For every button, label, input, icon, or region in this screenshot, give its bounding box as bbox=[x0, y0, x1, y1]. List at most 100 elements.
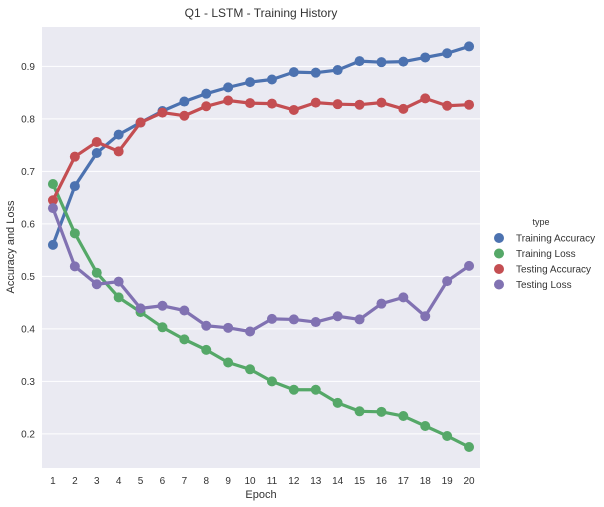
data-point bbox=[157, 107, 168, 118]
x-tick-label: 11 bbox=[267, 476, 278, 487]
data-point bbox=[464, 442, 475, 452]
series-training-accuracy bbox=[47, 41, 475, 250]
data-point bbox=[179, 305, 190, 316]
data-point bbox=[332, 99, 343, 110]
x-tick-label: 19 bbox=[442, 476, 454, 487]
data-point bbox=[332, 311, 343, 322]
data-point bbox=[332, 397, 343, 408]
y-tick-label: 0.2 bbox=[21, 429, 35, 440]
series-testing-accuracy bbox=[47, 93, 475, 206]
x-tick-label: 13 bbox=[310, 476, 322, 487]
data-point bbox=[157, 322, 168, 333]
y-ticks: 0.2 0.3 0.4 0.5 0.6 0.7 0.8 0.9 bbox=[21, 62, 35, 441]
data-point bbox=[69, 261, 80, 272]
plot-area bbox=[42, 27, 480, 468]
grid bbox=[42, 65, 480, 435]
legend-marker bbox=[494, 279, 504, 290]
series-testing-loss bbox=[47, 203, 475, 337]
data-point bbox=[354, 314, 365, 325]
y-tick-label: 0.5 bbox=[21, 272, 35, 283]
data-point bbox=[266, 313, 277, 324]
series-group bbox=[47, 41, 475, 452]
data-point bbox=[113, 129, 124, 140]
data-point bbox=[398, 103, 409, 114]
data-point bbox=[179, 334, 190, 345]
data-point bbox=[398, 411, 409, 422]
data-point bbox=[354, 406, 365, 417]
legend-marker bbox=[494, 233, 504, 243]
data-point bbox=[376, 406, 387, 417]
data-point bbox=[201, 101, 212, 112]
data-point bbox=[310, 97, 321, 108]
data-point bbox=[266, 74, 277, 85]
x-tick-label: 1 bbox=[50, 476, 56, 487]
data-point bbox=[354, 56, 365, 67]
data-point bbox=[91, 136, 102, 147]
data-point bbox=[245, 98, 256, 109]
data-point bbox=[266, 376, 277, 387]
legend-item: Training Accuracy bbox=[494, 233, 595, 245]
x-tick-label: 5 bbox=[138, 476, 144, 487]
data-point bbox=[442, 100, 453, 111]
x-tick-label: 9 bbox=[225, 476, 231, 487]
data-point bbox=[442, 430, 453, 441]
data-point bbox=[47, 178, 58, 189]
x-tick-label: 20 bbox=[463, 476, 475, 487]
legend-item: Training Loss bbox=[494, 248, 576, 260]
data-point bbox=[288, 104, 299, 115]
data-point bbox=[157, 300, 168, 311]
data-point bbox=[376, 97, 387, 108]
data-point bbox=[69, 181, 80, 192]
data-point bbox=[332, 65, 343, 76]
data-point bbox=[201, 88, 212, 99]
data-point bbox=[245, 326, 256, 337]
y-tick-label: 0.3 bbox=[21, 377, 35, 388]
x-tick-label: 3 bbox=[94, 476, 100, 487]
data-point bbox=[113, 146, 124, 157]
legend-item: Testing Accuracy bbox=[494, 264, 591, 276]
data-point bbox=[420, 421, 431, 431]
data-point bbox=[288, 384, 299, 395]
data-point bbox=[310, 384, 321, 395]
x-tick-label: 6 bbox=[160, 476, 166, 487]
legend-label: Training Accuracy bbox=[516, 234, 595, 245]
y-tick-label: 0.9 bbox=[21, 62, 35, 73]
y-tick-label: 0.8 bbox=[21, 114, 35, 125]
data-point bbox=[310, 67, 321, 78]
x-tick-label: 14 bbox=[332, 476, 344, 487]
x-tick-label: 7 bbox=[182, 476, 188, 487]
data-point bbox=[464, 41, 475, 52]
legend-title: type bbox=[532, 217, 549, 227]
data-point bbox=[91, 267, 102, 278]
x-ticks: 1 2 3 4 5 6 7 8 9 10 11 12 13 14 15 16 17 18 19 20 bbox=[50, 476, 475, 487]
data-point bbox=[420, 93, 431, 104]
x-axis-label: Epoch bbox=[245, 489, 276, 501]
data-point bbox=[135, 303, 146, 314]
data-point bbox=[113, 292, 124, 303]
data-point bbox=[201, 344, 212, 355]
data-point bbox=[398, 292, 409, 303]
data-point bbox=[179, 96, 190, 107]
x-tick-label: 18 bbox=[420, 476, 432, 487]
data-point bbox=[354, 99, 365, 110]
y-tick-label: 0.7 bbox=[21, 167, 35, 178]
y-tick-label: 0.4 bbox=[21, 324, 35, 335]
data-point bbox=[47, 239, 58, 250]
data-point bbox=[47, 203, 58, 214]
legend-label: Training Loss bbox=[516, 249, 576, 260]
data-point bbox=[398, 56, 409, 67]
data-point bbox=[223, 82, 234, 93]
x-tick-label: 16 bbox=[376, 476, 388, 487]
data-point bbox=[245, 77, 256, 88]
data-point bbox=[69, 228, 80, 239]
data-point bbox=[179, 110, 190, 121]
data-point bbox=[464, 260, 475, 271]
data-point bbox=[442, 276, 453, 287]
legend-label: Testing Accuracy bbox=[516, 265, 591, 276]
x-tick-label: 17 bbox=[398, 476, 410, 487]
x-tick-label: 8 bbox=[203, 476, 209, 487]
data-point bbox=[288, 67, 299, 78]
data-point bbox=[245, 364, 256, 375]
data-point bbox=[376, 57, 387, 68]
